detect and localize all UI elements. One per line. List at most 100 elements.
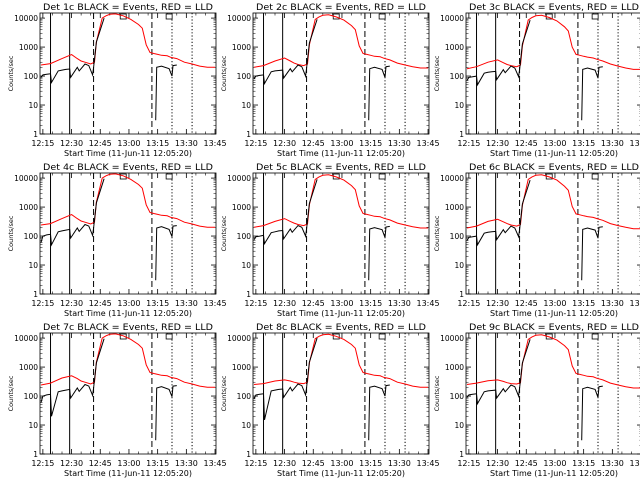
- events-rate-line: [466, 179, 531, 247]
- x-tick-label: 12:15: [457, 139, 480, 148]
- detector-panel-9: Det 9c BLACK = Events, RED = LLD 12:15 12:…: [433, 323, 640, 478]
- y-axis-label: Counts/sec: [433, 55, 441, 91]
- y-tick-label: 1000: [19, 203, 38, 212]
- time-marker-box: [165, 13, 173, 20]
- y-tick-label: 1: [459, 290, 464, 299]
- y-tick-label: 10: [28, 261, 38, 270]
- x-tick-label: 12:15: [244, 139, 267, 148]
- x-tick-label: 12:15: [244, 459, 267, 468]
- y-axis-label: Counts/sec: [433, 375, 441, 411]
- y-tick-label: 10: [241, 421, 251, 430]
- x-tick-label: 13:45: [630, 139, 640, 148]
- x-tick-label: 13:30: [175, 299, 198, 308]
- y-tick-label: 10000: [440, 334, 464, 343]
- y-tick-label: 1000: [232, 43, 251, 52]
- x-tick-label: 13:15: [359, 139, 382, 148]
- time-marker-box: [378, 173, 386, 180]
- x-tick-label: 13:00: [543, 459, 566, 468]
- x-tick-label: 13:45: [204, 139, 227, 148]
- x-tick-label: 13:00: [117, 459, 140, 468]
- x-tick-label: 13:45: [204, 459, 227, 468]
- y-axis-label: Counts/sec: [7, 215, 15, 251]
- time-marker-box: [378, 13, 386, 20]
- x-tick-label: 13:45: [204, 299, 227, 308]
- plot-frame: [252, 12, 430, 135]
- time-marker-box: [591, 13, 599, 20]
- y-tick-label: 10: [454, 101, 464, 110]
- y-tick-label: 10: [28, 101, 38, 110]
- y-tick-label: 1: [459, 450, 464, 459]
- panel-title: Det 8c BLACK = Events, RED = LLD: [256, 323, 427, 333]
- x-axis-label: Start Time (11-Jun-11 12:05:20): [277, 149, 405, 158]
- y-tick-label: 1000: [445, 43, 464, 52]
- x-tick-label: 13:00: [330, 299, 353, 308]
- x-axis-label: Start Time (11-Jun-11 12:05:20): [277, 309, 405, 318]
- events-rate-line: [466, 19, 531, 87]
- x-tick-label: 13:30: [601, 139, 624, 148]
- x-tick-label: 13:15: [572, 459, 595, 468]
- detector-panel-8: Det 8c BLACK = Events, RED = LLD 12:15 12:…: [220, 323, 440, 478]
- x-axis-label: Start Time (11-Jun-11 12:05:20): [64, 149, 192, 158]
- y-tick-label: 1: [459, 130, 464, 139]
- x-tick-label: 13:00: [330, 459, 353, 468]
- y-tick-label: 1000: [232, 363, 251, 372]
- x-tick-label: 13:45: [417, 299, 440, 308]
- lld-rate-line: [40, 333, 215, 388]
- time-marker-box: [119, 13, 127, 20]
- x-tick-label: 13:30: [175, 139, 198, 148]
- y-tick-label: 1: [246, 130, 251, 139]
- detector-panel-4: Det 4c BLACK = Events, RED = LLD 12:15 12:…: [7, 163, 227, 318]
- x-tick-label: 13:30: [601, 299, 624, 308]
- x-tick-label: 12:45: [302, 299, 325, 308]
- events-rate-line: [155, 385, 177, 441]
- time-marker-box: [165, 333, 173, 340]
- y-tick-label: 10: [454, 421, 464, 430]
- y-tick-label: 10: [28, 421, 38, 430]
- detector-panel-7: Det 7c BLACK = Events, RED = LLD 12:15 12:…: [7, 323, 227, 478]
- x-tick-label: 12:30: [60, 139, 83, 148]
- y-tick-label: 10000: [227, 334, 251, 343]
- lld-rate-line: [466, 14, 640, 70]
- x-axis-label: Start Time (11-Jun-11 12:05:20): [64, 309, 192, 318]
- y-tick-label: 100: [237, 392, 252, 401]
- y-tick-label: 1: [33, 130, 38, 139]
- events-rate-line: [155, 64, 177, 121]
- time-marker-box: [119, 333, 127, 340]
- x-tick-label: 13:00: [543, 299, 566, 308]
- x-tick-label: 12:15: [31, 459, 54, 468]
- events-rate-line: [253, 179, 318, 246]
- y-tick-label: 10000: [14, 174, 38, 183]
- lld-rate-line: [253, 174, 428, 229]
- time-marker-box: [378, 333, 386, 340]
- events-rate-line: [253, 337, 318, 421]
- plot-frame: [252, 332, 430, 455]
- plot-frame: [39, 12, 217, 135]
- y-tick-label: 100: [24, 232, 39, 241]
- plot-frame: [465, 332, 640, 455]
- x-tick-label: 12:30: [486, 459, 509, 468]
- x-tick-label: 13:45: [630, 299, 640, 308]
- y-tick-label: 1: [246, 450, 251, 459]
- events-rate-line: [368, 65, 390, 121]
- x-tick-label: 12:45: [515, 139, 538, 148]
- x-axis-label: Start Time (11-Jun-11 12:05:20): [64, 469, 192, 478]
- y-tick-label: 1: [246, 290, 251, 299]
- x-tick-label: 12:30: [486, 299, 509, 308]
- x-tick-label: 13:45: [417, 459, 440, 468]
- y-tick-label: 1000: [232, 203, 251, 212]
- y-tick-label: 1000: [445, 203, 464, 212]
- y-tick-label: 100: [450, 72, 465, 81]
- events-rate-line: [581, 66, 603, 121]
- x-tick-label: 12:45: [515, 299, 538, 308]
- y-tick-label: 10000: [440, 14, 464, 23]
- events-rate-line: [581, 385, 603, 441]
- lld-rate-line: [466, 334, 640, 389]
- y-tick-label: 100: [24, 72, 39, 81]
- panel-title: Det 6c BLACK = Events, RED = LLD: [469, 163, 640, 173]
- y-tick-label: 100: [24, 392, 39, 401]
- x-tick-label: 12:30: [273, 459, 296, 468]
- time-marker-box: [165, 173, 173, 180]
- x-tick-label: 13:30: [388, 139, 411, 148]
- lld-rate-line: [253, 333, 428, 388]
- x-tick-label: 12:45: [89, 139, 112, 148]
